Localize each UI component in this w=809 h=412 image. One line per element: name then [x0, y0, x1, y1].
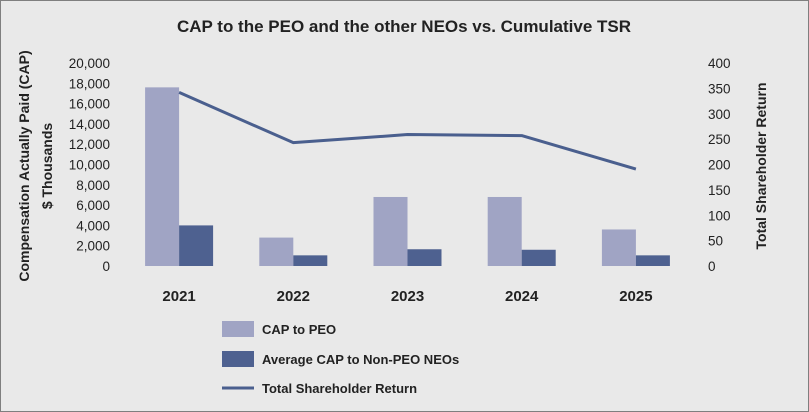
left-tick-label: 20,000: [69, 56, 110, 71]
right-axis-title: Total Shareholder Return: [753, 83, 769, 250]
left-tick-label: 2,000: [76, 239, 110, 254]
bar-avg-cap-2021: [179, 225, 214, 266]
left-tick-label: 16,000: [69, 97, 110, 112]
bar-avg-cap-2025: [635, 255, 670, 266]
left-tick-label: 18,000: [69, 76, 110, 91]
left-axis-title-line2: $ Thousands: [39, 123, 55, 210]
chart-title: CAP to the PEO and the other NEOs vs. Cu…: [177, 17, 631, 36]
left-tick-label: 0: [102, 259, 110, 274]
tsr-line: [178, 91, 637, 171]
bar-cap-peo-2022: [259, 237, 294, 266]
bar-avg-cap-2023: [407, 249, 442, 266]
left-tick-label: 14,000: [69, 117, 110, 132]
right-tick-label: 200: [708, 158, 731, 173]
left-tick-label: 4,000: [76, 218, 110, 233]
category-label-2025: 2025: [619, 288, 652, 305]
bars: [145, 87, 670, 266]
right-tick-label: 300: [708, 107, 731, 122]
right-tick-label: 150: [708, 183, 731, 198]
category-label-2024: 2024: [505, 288, 539, 305]
right-tick-label: 250: [708, 132, 731, 147]
right-axis-ticks: 0 50 100 150 200 250 300 350 400: [708, 56, 731, 274]
category-labels: 2021 2022 2023 2024 2025: [162, 288, 652, 305]
bar-avg-cap-2022: [293, 255, 328, 266]
left-tick-label: 8,000: [76, 178, 110, 193]
bar-cap-peo-2025: [601, 229, 636, 266]
right-tick-label: 100: [708, 208, 731, 223]
category-label-2021: 2021: [162, 288, 195, 305]
bar-cap-peo-2023: [373, 196, 408, 266]
legend-label-cap-peo: CAP to PEO: [262, 322, 336, 337]
bar-avg-cap-2024: [521, 249, 556, 266]
category-label-2022: 2022: [277, 288, 310, 305]
left-tick-label: 6,000: [76, 198, 110, 213]
bar-cap-peo-2021: [145, 87, 180, 266]
legend-swatch-cap-peo: [222, 321, 254, 337]
right-tick-label: 350: [708, 81, 731, 96]
legend-label-tsr: Total Shareholder Return: [262, 381, 417, 396]
right-tick-label: 400: [708, 56, 731, 71]
right-tick-label: 0: [708, 259, 716, 274]
legend: CAP to PEO Average CAP to Non-PEO NEOs T…: [222, 321, 459, 396]
left-tick-label: 10,000: [69, 158, 110, 173]
tsr-line-layer: [178, 91, 637, 171]
legend-label-avg-cap: Average CAP to Non-PEO NEOs: [262, 352, 459, 367]
bar-cap-peo-2024: [487, 196, 522, 266]
category-label-2023: 2023: [391, 288, 424, 305]
legend-swatch-avg-cap: [222, 351, 254, 367]
left-axis-title-line1: Compensation Actually Paid (CAP): [16, 50, 32, 281]
left-axis-ticks: 0 2,000 4,000 6,000 8,000 10,000 12,000 14,000 1…: [69, 56, 110, 274]
left-tick-label: 12,000: [69, 137, 110, 152]
right-tick-label: 50: [708, 234, 723, 249]
